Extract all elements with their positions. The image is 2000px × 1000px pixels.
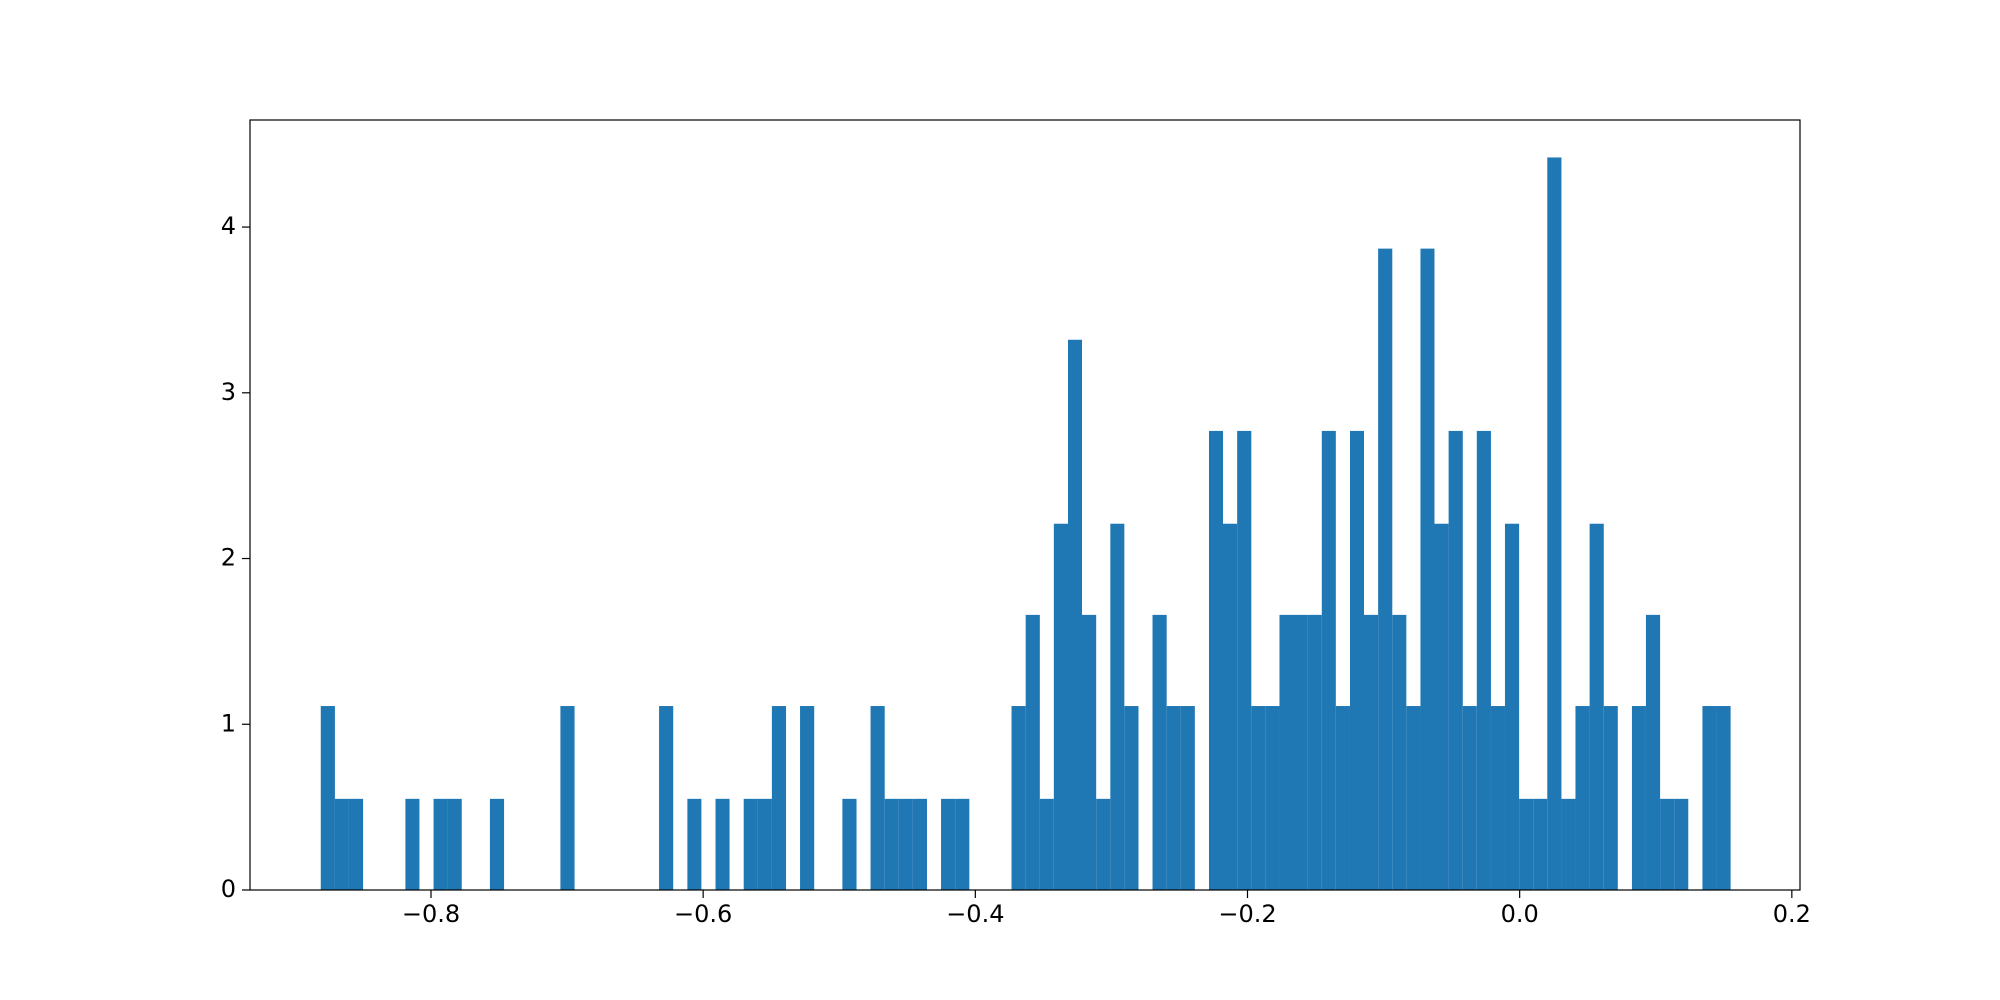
bar bbox=[433, 798, 448, 890]
bar bbox=[334, 798, 349, 890]
bar bbox=[1547, 157, 1562, 890]
bar bbox=[1335, 706, 1350, 890]
bar bbox=[1223, 523, 1238, 890]
x-tick-label: −0.6 bbox=[674, 900, 732, 928]
bar bbox=[1349, 430, 1364, 890]
y-tick-label: 3 bbox=[221, 378, 236, 406]
bar bbox=[1589, 523, 1604, 890]
bar bbox=[743, 798, 758, 890]
bar bbox=[1603, 706, 1618, 890]
bar bbox=[1293, 614, 1308, 890]
bar bbox=[1011, 706, 1026, 890]
bar bbox=[1420, 248, 1435, 890]
bar bbox=[1674, 798, 1689, 890]
bar bbox=[1068, 339, 1083, 890]
bar bbox=[405, 798, 420, 890]
bar bbox=[1321, 430, 1336, 890]
bar bbox=[1025, 614, 1040, 890]
bar bbox=[898, 798, 913, 890]
bar bbox=[800, 706, 815, 890]
plot-frame bbox=[249, 119, 1801, 891]
bar bbox=[757, 798, 772, 890]
bar bbox=[1448, 430, 1463, 890]
bar bbox=[1110, 523, 1125, 890]
bar bbox=[1039, 798, 1054, 890]
x-tick-label: 0.0 bbox=[1501, 900, 1539, 928]
x-tick-label: 0.2 bbox=[1773, 900, 1811, 928]
y-tick-label: 2 bbox=[221, 544, 236, 572]
bar bbox=[659, 706, 674, 890]
bar bbox=[1152, 614, 1167, 890]
bar bbox=[1716, 706, 1731, 890]
bar bbox=[1561, 798, 1576, 890]
y-tick-label: 1 bbox=[221, 709, 236, 737]
bar bbox=[1660, 798, 1675, 890]
bar bbox=[1533, 798, 1548, 890]
bar bbox=[1096, 798, 1111, 890]
bar bbox=[1631, 706, 1646, 890]
bar bbox=[560, 706, 575, 890]
bar bbox=[1378, 248, 1393, 890]
x-tick-label: −0.2 bbox=[1218, 900, 1276, 928]
bar bbox=[1166, 706, 1181, 890]
bar bbox=[1279, 614, 1294, 890]
bar bbox=[1519, 798, 1534, 890]
bar bbox=[1575, 706, 1590, 890]
bar bbox=[715, 798, 730, 890]
bar bbox=[687, 798, 702, 890]
y-tick-label: 0 bbox=[221, 875, 236, 903]
bar bbox=[1307, 614, 1322, 890]
bar bbox=[842, 798, 857, 890]
bar bbox=[1645, 614, 1661, 890]
bar bbox=[1406, 706, 1421, 890]
y-tick-label: 4 bbox=[221, 212, 236, 240]
bar bbox=[870, 706, 885, 890]
x-tick-label: −0.8 bbox=[402, 900, 460, 928]
bar bbox=[1504, 523, 1520, 890]
bar bbox=[1434, 523, 1449, 890]
bar bbox=[1251, 706, 1266, 890]
bar bbox=[1490, 706, 1505, 890]
bar bbox=[1082, 614, 1097, 890]
bar bbox=[912, 798, 928, 890]
bar bbox=[447, 798, 462, 890]
bar bbox=[1237, 430, 1252, 890]
bar bbox=[1392, 614, 1407, 890]
bar bbox=[1053, 523, 1069, 890]
bar bbox=[884, 798, 899, 890]
bar bbox=[1265, 706, 1280, 890]
bar bbox=[1124, 706, 1139, 890]
bar bbox=[1363, 614, 1379, 890]
bar bbox=[1702, 706, 1717, 890]
bar bbox=[1462, 706, 1477, 890]
bar bbox=[1476, 430, 1491, 890]
bar bbox=[489, 798, 505, 890]
x-tick-label: −0.4 bbox=[946, 900, 1004, 928]
bar bbox=[771, 706, 787, 890]
bar bbox=[941, 798, 956, 890]
bar bbox=[955, 798, 970, 890]
bar bbox=[1208, 430, 1224, 890]
bar bbox=[1180, 706, 1195, 890]
bar bbox=[320, 706, 335, 890]
bar bbox=[348, 798, 364, 890]
